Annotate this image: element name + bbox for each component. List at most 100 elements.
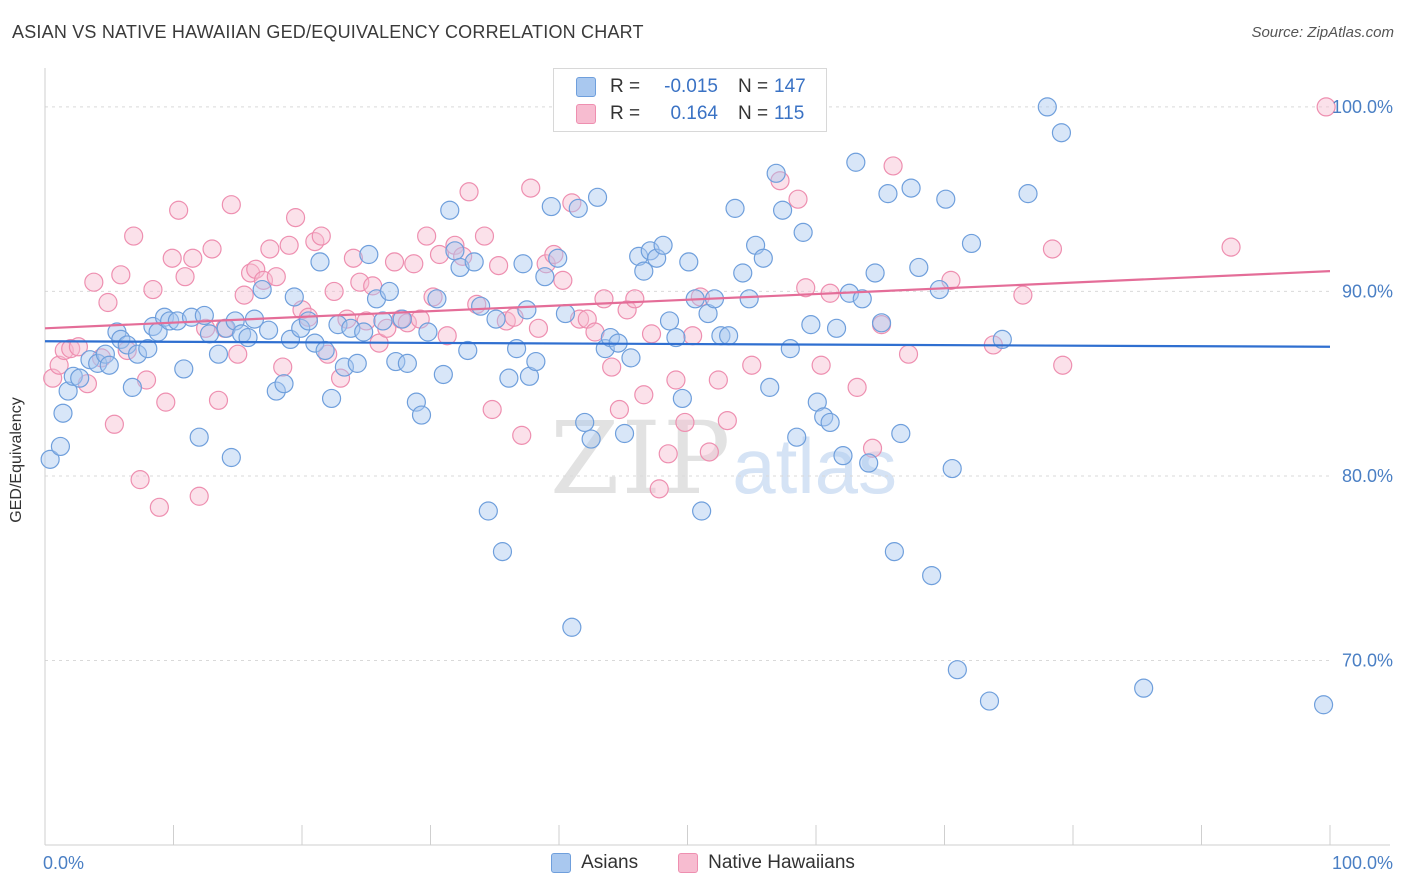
asian-point	[859, 453, 879, 473]
asian-point	[766, 163, 786, 183]
asian-point	[310, 252, 330, 272]
asian-point	[433, 364, 453, 385]
legend-row-native-hawaiians: R = 0.164 N = 115	[576, 101, 804, 127]
native-hawaiian-point	[666, 370, 686, 390]
native-hawaiian-point	[788, 189, 808, 209]
native-hawaiian-point	[156, 392, 176, 412]
native-hawaiian-point	[356, 311, 376, 331]
asian-point	[760, 377, 780, 397]
native-hawaiian-point	[149, 497, 169, 517]
native-hawaiian-point	[883, 156, 903, 176]
native-hawaiian-point	[246, 259, 266, 279]
asian-point	[826, 318, 847, 338]
native-hawaiian-point	[397, 313, 417, 333]
asian-point	[274, 374, 294, 394]
native-hawaiian-point	[553, 270, 573, 290]
y-tick-label: 80.0%	[1342, 466, 1393, 486]
legend-label-native-hawaiians: Native Hawaiians	[708, 852, 855, 873]
native-hawaiian-point	[84, 272, 104, 292]
asian-point	[947, 660, 967, 680]
native-hawaiian-point	[862, 438, 883, 458]
native-hawaiian-point	[162, 248, 182, 268]
asian-point	[719, 326, 739, 346]
asian-point	[471, 296, 491, 316]
native-hawaiian-point	[111, 265, 131, 285]
legend-row-asians: R = -0.015 N = 147	[576, 74, 806, 100]
asian-point	[621, 348, 641, 368]
native-hawaiians-trend-line	[44, 270, 1331, 330]
native-hawaiian-point	[104, 414, 124, 434]
asian-point	[392, 309, 412, 329]
asian-point	[725, 198, 745, 218]
legend-item-native-hawaiians[interactable]: Native Hawaiians	[678, 852, 855, 874]
asian-point	[99, 355, 119, 375]
asian-point	[341, 318, 361, 338]
asian-point	[942, 458, 962, 479]
native-hawaiian-point	[61, 339, 81, 359]
asians-swatch	[551, 853, 572, 873]
asian-point	[614, 423, 635, 444]
native-hawaiian-point	[634, 385, 654, 405]
native-hawaiian-point	[260, 239, 280, 259]
native-hawaiian-point	[311, 226, 331, 246]
native-hawaiian-point	[569, 309, 590, 329]
asian-point	[801, 315, 821, 335]
asian-point	[1037, 97, 1057, 117]
native-hawaiian-point	[474, 226, 495, 246]
asian-point	[450, 257, 470, 278]
native-hawaiians-points	[43, 97, 1336, 517]
watermark: ZIPatlas	[550, 400, 897, 517]
x-tick-label: 100.0%	[1332, 853, 1393, 873]
native-hawaiian-point	[228, 344, 248, 364]
native-hawaiian-point	[234, 285, 254, 305]
asian-point	[679, 252, 699, 272]
asian-point	[833, 446, 853, 466]
native-hawaiian-point	[273, 357, 293, 377]
legend-item-asians[interactable]: Asians	[551, 852, 638, 874]
asian-point	[922, 565, 942, 586]
native-hawaiian-point	[437, 326, 457, 346]
asian-point	[526, 351, 546, 372]
asian-point	[891, 423, 911, 444]
asian-point	[653, 235, 673, 255]
watermark-zip: ZIP	[550, 400, 733, 517]
asian-point	[189, 427, 209, 447]
asian-point	[672, 388, 692, 409]
n-label: N =	[738, 76, 769, 97]
asian-point	[820, 412, 840, 433]
asian-point	[160, 311, 180, 331]
native-hawaiian-point	[202, 239, 222, 259]
asian-point	[122, 377, 142, 397]
native-hawaiian-point	[602, 357, 622, 377]
asian-point	[865, 263, 885, 283]
asian-point	[70, 368, 90, 388]
native-hawaiian-point	[124, 226, 144, 246]
r-value: 0.164	[670, 103, 718, 124]
asians-points	[40, 97, 1334, 715]
asian-point	[492, 542, 513, 562]
n-value: 147	[774, 76, 806, 97]
asian-point	[548, 248, 568, 268]
native-hawaiian-point	[717, 410, 737, 431]
asian-point	[208, 344, 229, 364]
asian-point	[53, 403, 73, 423]
native-hawaiian-point	[404, 254, 424, 274]
asian-point	[1134, 678, 1154, 698]
native-hawaiians-swatch	[576, 104, 596, 124]
native-hawaiian-point	[609, 399, 629, 420]
asian-point	[440, 200, 460, 220]
asian-point	[418, 322, 438, 342]
asian-point	[252, 279, 272, 300]
native-hawaiian-point	[417, 226, 437, 246]
asian-point	[541, 196, 561, 217]
native-hawaiians-swatch	[678, 853, 699, 873]
native-hawaiian-point	[699, 442, 719, 462]
n-value: 115	[774, 103, 805, 124]
asian-point	[284, 287, 304, 307]
asian-point	[878, 184, 898, 204]
asian-point	[884, 542, 904, 562]
legend-bottom: Asians Native Hawaiians	[0, 852, 1406, 874]
asian-point	[901, 178, 921, 198]
asian-point	[266, 381, 286, 401]
asian-point	[562, 617, 582, 637]
